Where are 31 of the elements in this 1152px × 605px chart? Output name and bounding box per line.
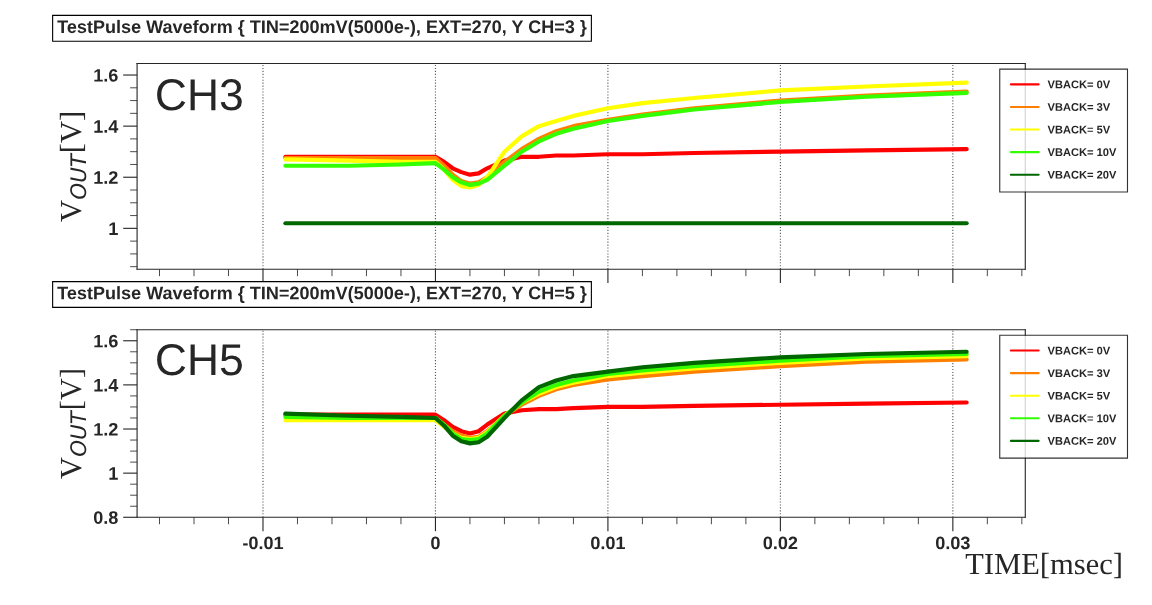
x-tick-label: -0.01: [243, 536, 284, 550]
legend-label: VBACK= 20V: [1047, 437, 1117, 445]
y-tick-label: 1.2: [94, 422, 118, 436]
legend-label: VBACK= 10V: [1047, 414, 1117, 423]
legend-label: VBACK= 5V: [1047, 391, 1111, 400]
y-tick-label: 1: [109, 222, 118, 235]
legend-label: VBACK= 5V: [1047, 125, 1111, 134]
x-axis-title: TIME[msec]: [965, 552, 1121, 579]
y-axis-title: V$_{OUT}$[V]: [59, 113, 87, 222]
y-tick-label: 1.6: [94, 334, 118, 348]
chart-title: TestPulse Waveform { TIN=200mV(5000e-), EXT=270, Y CH=5 }: [57, 286, 587, 303]
x-tick-label: 0.01: [591, 536, 625, 550]
y-tick-label: 1.4: [94, 379, 119, 392]
x-tick-label: 0.02: [763, 536, 798, 550]
legend-label: VBACK= 3V: [1047, 369, 1111, 378]
annotation: CH3: [157, 79, 242, 111]
y-tick-label: 1.4: [94, 120, 119, 133]
legend-label: VBACK= 0V: [1047, 80, 1111, 89]
y-tick-label: 1.2: [94, 171, 118, 184]
chart-title: TestPulse Waveform { TIN=200mV(5000e-), EXT=270, Y CH=3 }: [57, 19, 587, 37]
legend-label: VBACK= 0V: [1047, 346, 1111, 355]
y-axis-title: V$_{OUT}$[V]: [59, 370, 87, 479]
legend-label: VBACK= 3V: [1047, 103, 1111, 111]
legend-label: VBACK= 20V: [1047, 170, 1117, 179]
annotation: CH5: [157, 344, 242, 376]
x-tick-label: 0: [431, 536, 440, 550]
legend-label: VBACK= 10V: [1047, 148, 1117, 157]
y-tick-label: 1.6: [94, 68, 118, 82]
y-tick-label: 1: [109, 467, 118, 480]
y-tick-label: 0.8: [93, 511, 118, 524]
x-tick-label: 0.03: [935, 536, 970, 550]
